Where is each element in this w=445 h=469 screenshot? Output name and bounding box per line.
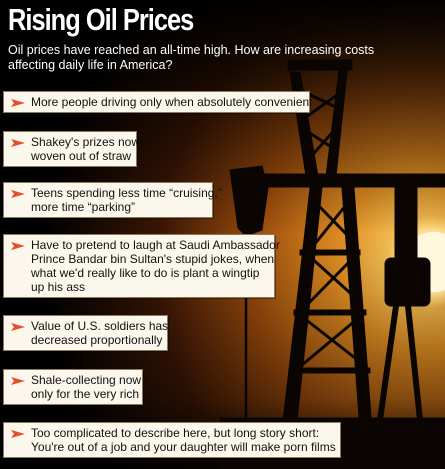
list-item-text: Too complicated to describe here, but lo…	[31, 426, 336, 454]
list-item: Shale-collecting now only for the very ri…	[3, 369, 143, 405]
list-item: Have to pretend to laugh at Saudi Ambass…	[3, 234, 280, 298]
arrow-bullet-icon	[11, 242, 25, 250]
arrow-bullet-icon	[11, 323, 25, 331]
list-item-text: More people driving only when absolutely…	[31, 95, 313, 109]
list-item-text: Shakey's prizes now woven out of straw	[31, 135, 141, 163]
arrow-bullet-icon	[11, 430, 25, 438]
arrow-bullet-icon	[11, 377, 25, 385]
list-item: Value of U.S. soldiers has decreased prop…	[3, 315, 168, 351]
arrow-bullet-icon	[11, 139, 25, 147]
page-title: Rising Oil Prices	[8, 2, 194, 37]
arrow-bullet-icon	[11, 190, 25, 198]
arrow-bullet-icon	[11, 99, 25, 107]
list-item: Shakey's prizes now woven out of straw	[3, 131, 141, 167]
page-subtitle: Oil prices have reached an all-time high…	[8, 43, 375, 72]
list-item: More people driving only when absolutely…	[3, 91, 313, 113]
list-item-text: Shale-collecting now only for the very ri…	[31, 373, 142, 401]
list-item: Too complicated to describe here, but lo…	[3, 422, 341, 458]
list-item: Teens spending less time “cruising,” more…	[3, 182, 222, 218]
list-item-text: Value of U.S. soldiers has decreased prop…	[31, 319, 169, 347]
list-item-text: Teens spending less time “cruising,” more…	[31, 186, 222, 214]
list-item-text: Have to pretend to laugh at Saudi Ambass…	[31, 238, 280, 294]
